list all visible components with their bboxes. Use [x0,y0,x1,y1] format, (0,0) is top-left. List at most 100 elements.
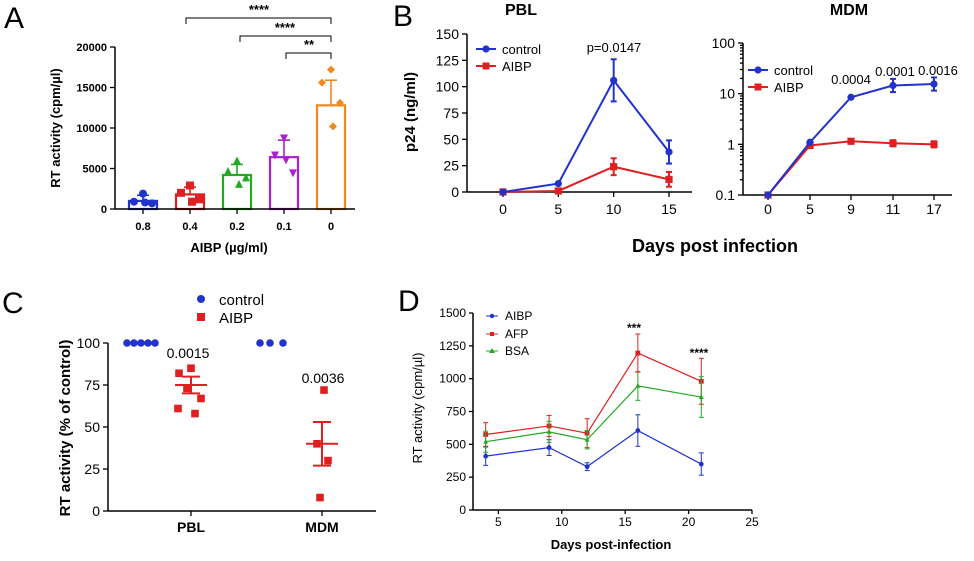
b-pbl-point-control [665,148,673,156]
c-point-control [256,339,264,347]
panel-d-chart: RT activity (cpm/µl) Days post-infection… [410,306,759,552]
d-line-afp [485,352,702,436]
c-point-aibp [197,394,205,403]
d-point-afp [635,350,641,356]
b-mdm-pvalue-3: 0.0016 [918,63,958,78]
b-pbl-legend-control: control [502,42,541,57]
d-ytick-label: 1500 [439,306,466,320]
panel-label-c: C [2,287,24,320]
a-data-point [318,78,326,87]
a-xtick-label: 0.8 [135,221,150,233]
c-point-aibp [324,456,332,465]
d-ylabel: RT activity (cpm/µl) [410,352,425,463]
b-mdm-point-aibp [930,140,938,148]
a-sig-bracket-3 [285,52,332,59]
b-pbl-xtick-label: 10 [606,201,622,217]
a-data-point [186,181,194,190]
b-mdm-point-control [764,191,772,199]
b-pbl-legend-control-marker [482,45,490,53]
c-pvalue-mdm: 0.0036 [302,370,345,386]
b-pbl-point-control [610,76,618,84]
panel-c-chart: RT activity (% of control) control AIBP … [57,292,376,535]
panel-b-mdm-chart: MDM 0.0004 0.0001 0.0016 Days post infec… [632,2,958,256]
a-data-point [271,151,279,160]
c-legend-aibp-marker [197,313,205,321]
d-line-aibp [485,429,702,468]
d-legend-bsa: BSA [505,344,529,358]
b-pbl-ytick-label: 150 [436,26,460,42]
b-mdm-point-control [806,138,814,146]
c-ytick-label: 100 [77,335,101,351]
c-point-aibp [183,384,191,393]
b-mdm-legend: control AIBP [748,63,813,95]
panel-b-pbl-chart: PBL p24 (ng/ml) p=0.0147 025507510012515… [402,2,692,217]
b-mdm-ytick-label: 1 [727,136,735,152]
b-mdm-ytick-label: 0.1 [716,187,736,203]
a-data-point [235,179,243,188]
d-point-aibp [546,445,552,451]
a-ytick-label: 5000 [83,164,107,176]
a-data-point [327,65,335,74]
b-pbl-ytick-label: 100 [436,79,460,95]
d-xtick-label: 20 [682,515,696,529]
panel-a-chart: RT activity (cpm/µl) AIBP (µg/ml) 0 5000 1… [48,2,355,255]
a-data-point [177,188,185,197]
d-point-aibp [635,428,641,433]
c-point-aibp [320,386,328,394]
a-data-point [282,156,290,165]
d-legend-afp: AFP [505,327,528,341]
b-pbl-ytick-label: 75 [443,105,459,121]
b-mdm-legend-control-marker [754,66,762,74]
a-xlabel: AIBP (µg/ml) [190,240,267,255]
b-mdm-point-control [847,93,855,101]
c-pvalue-pbl: 0.0015 [167,345,210,361]
b-pbl-point-control [554,179,562,188]
a-ytick-label: 10000 [76,123,107,135]
c-point-control [266,339,274,347]
b-mdm-ytick-label: 100 [712,35,736,51]
d-xlabel: Days post-infection [551,537,672,552]
a-sig-label-3: ** [304,37,315,52]
b-pbl-pvalue: p=0.0147 [587,40,642,55]
a-sig-label-1: **** [249,2,270,17]
a-data-point [224,166,232,175]
c-ytick-label: 75 [84,377,100,393]
b-mdm-legend-aibp: AIBP [774,80,804,95]
b-mdm-point-aibp [889,139,897,147]
b-mdm-legend-control: control [774,63,813,78]
b-pbl-ytick-label: 50 [443,131,459,147]
b-pbl-ytick-label: 25 [443,158,459,174]
b-pbl-point-aibp [610,163,618,171]
panel-label-b: B [393,0,413,33]
c-ytick-label: 25 [84,461,100,477]
c-point-control [144,339,152,347]
b-mdm-title: MDM [830,2,868,19]
c-legend: control AIBP [197,292,264,327]
a-xtick-label: 0 [328,221,334,233]
b-pbl-xtick-label: 5 [554,201,562,217]
a-data-point [289,169,297,178]
d-point-bsa [546,428,552,434]
b-mdm-xtick-label: 9 [847,201,855,217]
b-mdm-legend-aibp-marker [754,83,762,91]
b-pbl-point-aibp [554,187,562,195]
a-data-point [329,122,337,131]
b-mdm-point-control [930,80,938,88]
c-point-aibp [191,409,199,418]
c-ylabel: RT activity (% of control) [57,340,74,517]
d-point-aibp [584,464,590,470]
b-ylabel: p24 (ng/ml) [402,72,419,152]
b-pbl-ytick-label: 0 [451,184,459,200]
d-xtick-label: 25 [745,515,759,529]
a-sig-label-2: **** [275,20,296,35]
b-mdm-line-aibp [767,140,935,196]
d-xtick-label: 15 [619,515,633,529]
d-legend-aibp: AIBP [505,309,532,323]
b-pbl-legend: control AIBP [476,42,541,74]
b-mdm-xtick-label: 17 [926,201,942,217]
d-ytick-label: 500 [446,437,466,451]
b-mdm-xtick-label: 11 [886,201,901,217]
d-sig-label-2: **** [690,346,709,360]
a-xtick-label: 0.2 [229,221,244,233]
b-mdm-ytick-label: 10 [719,86,735,102]
